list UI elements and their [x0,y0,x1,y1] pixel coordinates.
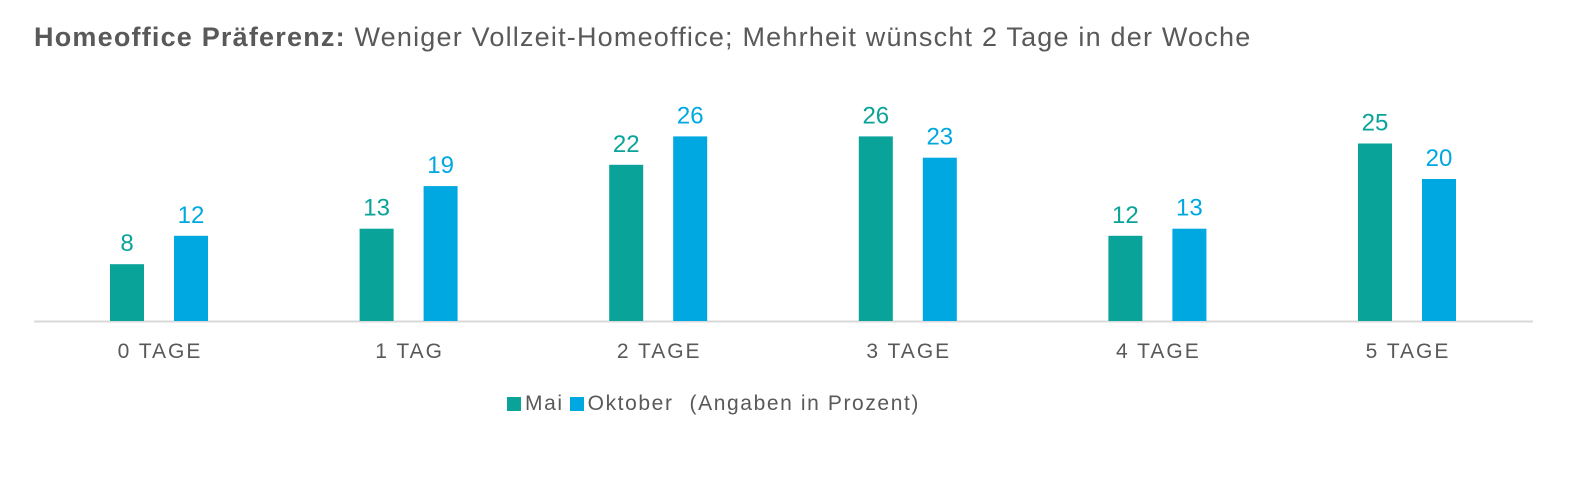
data-label-mai-1: 13 [363,195,390,222]
bar-oktober-5 [1422,179,1456,321]
bar-oktober-4 [1172,228,1207,321]
bar-mai-0 [110,264,144,321]
legend: Mai Oktober (Angaben in Prozent) [507,392,920,416]
legend-label-mai: Mai [525,392,564,415]
chart-title: Homeoffice Präferenz: Weniger Vollzeit-H… [34,22,1251,53]
data-label-oktober-4: 13 [1176,195,1203,222]
x-tick-label-0: 0 TAGE [118,340,203,363]
bar-oktober-1 [423,186,458,321]
data-label-mai-5: 25 [1362,110,1389,137]
x-tick-label-5: 5 TAGE [1366,340,1451,363]
bar-oktober-0 [174,235,208,321]
data-label-oktober-1: 19 [427,152,454,179]
legend-item-oktober: Oktober [569,392,674,416]
data-label-mai-4: 12 [1112,202,1139,229]
bar-oktober-3 [922,157,957,321]
legend-label-oktober: Oktober [587,392,674,415]
data-label-oktober-2: 26 [677,102,704,129]
bar-mai-4 [1108,235,1143,321]
chart-title-rest: Weniger Vollzeit-Homeoffice; Mehrheit wü… [354,22,1252,52]
data-label-oktober-5: 20 [1426,145,1453,172]
data-label-oktober-3: 23 [926,124,953,151]
bar-oktober-2 [673,136,708,321]
legend-swatch-mai [507,397,521,411]
data-label-oktober-0: 12 [178,202,205,229]
bar-mai-5 [1358,143,1392,321]
bar-mai-2 [609,164,644,321]
data-label-mai-0: 8 [120,230,133,257]
x-tick-label-1: 1 TAG [375,340,444,363]
data-label-mai-2: 22 [613,131,640,158]
bar-mai-3 [858,136,893,321]
data-label-mai-3: 26 [862,102,889,129]
bar-mai-1 [359,228,394,321]
legend-note: (Angaben in Prozent) [689,392,921,415]
legend-item-mai: Mai [507,392,564,416]
x-tick-label-3: 3 TAGE [866,340,951,363]
legend-swatch-oktober [569,397,584,411]
x-tick-label-2: 2 TAGE [617,340,702,363]
x-tick-label-4: 4 TAGE [1116,340,1201,363]
chart-title-bold: Homeoffice Präferenz: [34,22,346,52]
